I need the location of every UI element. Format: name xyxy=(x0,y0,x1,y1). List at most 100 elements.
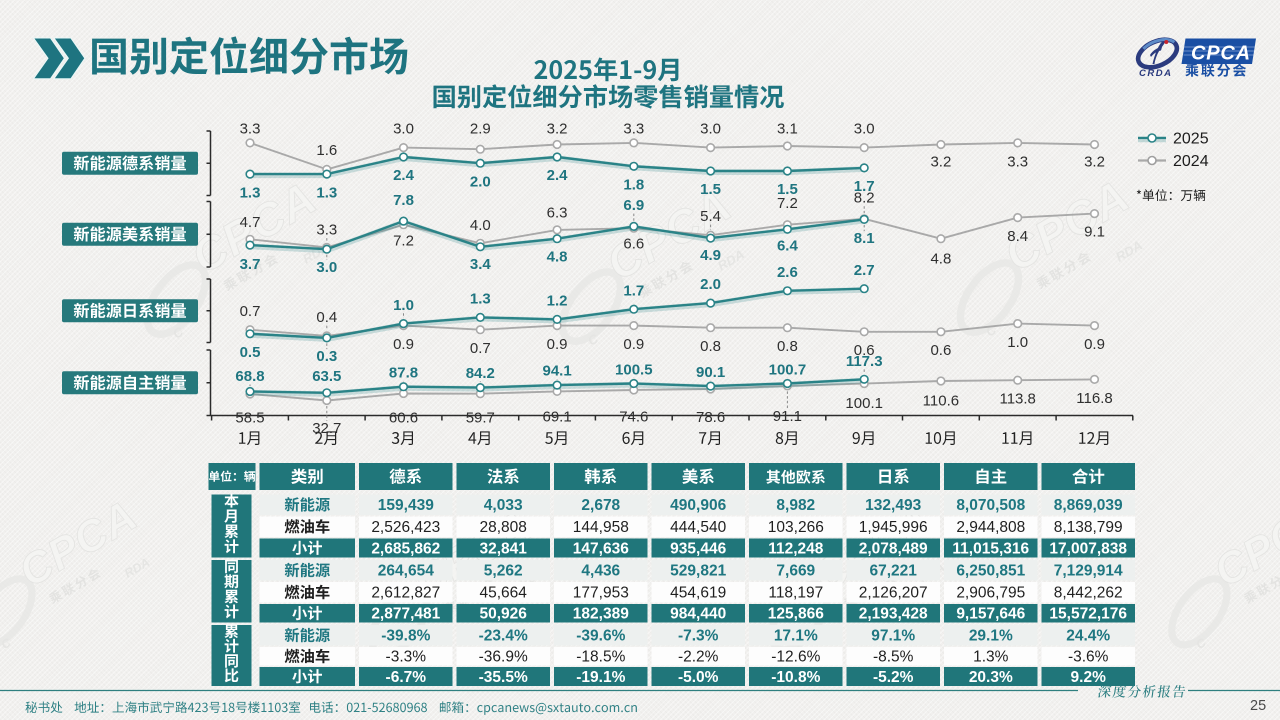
svg-text:84.2: 84.2 xyxy=(466,365,495,382)
svg-text:147,636: 147,636 xyxy=(573,540,629,557)
svg-text:3.3: 3.3 xyxy=(1007,153,1028,170)
svg-text:91.1: 91.1 xyxy=(773,408,802,425)
svg-text:1.0: 1.0 xyxy=(1007,334,1028,351)
svg-text:110.6: 110.6 xyxy=(923,392,959,409)
svg-text:935,446: 935,446 xyxy=(670,540,726,557)
svg-text:2,685,862: 2,685,862 xyxy=(371,540,440,557)
svg-text:9.2%: 9.2% xyxy=(1071,669,1107,686)
svg-text:444,540: 444,540 xyxy=(670,519,726,536)
svg-text:8,869,039: 8,869,039 xyxy=(1054,497,1123,514)
svg-text:112,248: 112,248 xyxy=(768,540,824,557)
svg-text:3.2: 3.2 xyxy=(547,120,568,137)
svg-text:3.0: 3.0 xyxy=(393,120,414,137)
svg-text:8.4: 8.4 xyxy=(1007,228,1028,245)
svg-text:0.6: 0.6 xyxy=(854,342,875,359)
svg-text:50,926: 50,926 xyxy=(479,606,527,623)
svg-text:182,389: 182,389 xyxy=(573,606,629,623)
svg-text:-3.3%: -3.3% xyxy=(386,649,427,666)
svg-text:1.0: 1.0 xyxy=(393,297,414,314)
svg-text:0.5: 0.5 xyxy=(240,344,261,361)
svg-text:4.8: 4.8 xyxy=(930,251,951,268)
svg-text:-10.8%: -10.8% xyxy=(771,669,820,686)
svg-text:0.9: 0.9 xyxy=(393,336,414,353)
svg-text:1.3%: 1.3% xyxy=(973,649,1009,666)
svg-text:100.1: 100.1 xyxy=(845,395,883,412)
svg-text:74.6: 74.6 xyxy=(619,409,648,426)
svg-text:2024: 2024 xyxy=(1173,153,1209,170)
svg-text:25: 25 xyxy=(1250,698,1266,714)
svg-text:0.7: 0.7 xyxy=(470,340,491,357)
svg-text:2,944,808: 2,944,808 xyxy=(956,519,1025,536)
svg-text:63.5: 63.5 xyxy=(312,368,341,385)
svg-text:0.6: 0.6 xyxy=(930,342,951,359)
svg-text:1.6: 1.6 xyxy=(316,142,337,159)
svg-text:-7.3%: -7.3% xyxy=(678,628,719,645)
svg-text:CPCA: CPCA xyxy=(1191,43,1251,65)
svg-text:28,808: 28,808 xyxy=(479,519,526,536)
svg-text:8.2: 8.2 xyxy=(854,190,875,207)
svg-text:-19.1%: -19.1% xyxy=(576,669,625,686)
svg-text:29.1%: 29.1% xyxy=(969,628,1013,645)
svg-text:69.1: 69.1 xyxy=(542,409,571,426)
svg-text:6.3: 6.3 xyxy=(547,204,568,221)
svg-text:0.8: 0.8 xyxy=(777,338,798,355)
svg-text:6.9: 6.9 xyxy=(623,197,644,214)
svg-text:1.5: 1.5 xyxy=(700,181,721,198)
svg-text:94.1: 94.1 xyxy=(542,363,571,380)
svg-text:6.4: 6.4 xyxy=(777,238,799,255)
svg-text:7.2: 7.2 xyxy=(777,195,798,212)
svg-text:7,669: 7,669 xyxy=(776,563,815,580)
svg-text:4.9: 4.9 xyxy=(700,247,721,264)
svg-text:17.1%: 17.1% xyxy=(774,628,818,645)
svg-text:5,262: 5,262 xyxy=(484,563,523,580)
svg-text:24.4%: 24.4% xyxy=(1066,628,1110,645)
svg-text:45,664: 45,664 xyxy=(479,585,527,602)
svg-text:8,070,508: 8,070,508 xyxy=(956,497,1025,514)
svg-text:2.9: 2.9 xyxy=(470,120,491,137)
svg-text:7.8: 7.8 xyxy=(393,192,414,209)
svg-text:15,572,176: 15,572,176 xyxy=(1049,606,1127,623)
svg-text:0.9: 0.9 xyxy=(623,336,644,353)
svg-text:17,007,838: 17,007,838 xyxy=(1049,540,1127,557)
svg-text:3.3: 3.3 xyxy=(240,120,261,137)
svg-text:103,266: 103,266 xyxy=(768,519,824,536)
svg-text:1.3: 1.3 xyxy=(316,184,337,201)
svg-text:4.0: 4.0 xyxy=(470,217,491,234)
svg-text:59.7: 59.7 xyxy=(466,410,495,427)
svg-text:2,877,481: 2,877,481 xyxy=(371,606,440,623)
svg-text:1.3: 1.3 xyxy=(470,291,491,308)
svg-text:11,015,316: 11,015,316 xyxy=(952,540,1029,557)
svg-text:-5.0%: -5.0% xyxy=(678,669,719,686)
svg-text:3.4: 3.4 xyxy=(470,256,492,273)
svg-text:2,906,795: 2,906,795 xyxy=(956,585,1025,602)
svg-text:2,078,489: 2,078,489 xyxy=(859,540,928,557)
svg-text:117.3: 117.3 xyxy=(846,353,883,370)
svg-text:2.0: 2.0 xyxy=(700,276,721,293)
svg-text:0.7: 0.7 xyxy=(240,303,261,320)
svg-text:32.7: 32.7 xyxy=(312,420,341,437)
svg-text:454,619: 454,619 xyxy=(670,585,726,602)
svg-text:2,126,207: 2,126,207 xyxy=(859,585,928,602)
svg-text:113.8: 113.8 xyxy=(999,391,1035,408)
svg-text:125,866: 125,866 xyxy=(768,606,824,623)
svg-text:2.6: 2.6 xyxy=(777,264,798,281)
svg-text:-2.2%: -2.2% xyxy=(678,649,719,666)
svg-text:5.4: 5.4 xyxy=(700,208,721,225)
svg-text:490,906: 490,906 xyxy=(670,497,726,514)
svg-text:3.2: 3.2 xyxy=(1084,153,1105,170)
svg-text:3.3: 3.3 xyxy=(316,222,337,239)
svg-text:100.7: 100.7 xyxy=(769,361,807,378)
svg-text:-3.6%: -3.6% xyxy=(1068,649,1109,666)
svg-text:118,197: 118,197 xyxy=(768,585,823,602)
svg-text:0.8: 0.8 xyxy=(700,338,721,355)
svg-text:-6.7%: -6.7% xyxy=(386,669,427,686)
svg-text:2,612,827: 2,612,827 xyxy=(371,585,440,602)
svg-text:1.7: 1.7 xyxy=(623,282,644,299)
svg-text:2.4: 2.4 xyxy=(393,167,415,184)
svg-text:177,953: 177,953 xyxy=(573,585,629,602)
svg-text:4,436: 4,436 xyxy=(581,563,620,580)
svg-text:3.0: 3.0 xyxy=(316,259,337,276)
svg-text:-35.5%: -35.5% xyxy=(479,669,528,686)
svg-text:87.8: 87.8 xyxy=(389,365,418,382)
svg-text:2.0: 2.0 xyxy=(470,173,491,190)
